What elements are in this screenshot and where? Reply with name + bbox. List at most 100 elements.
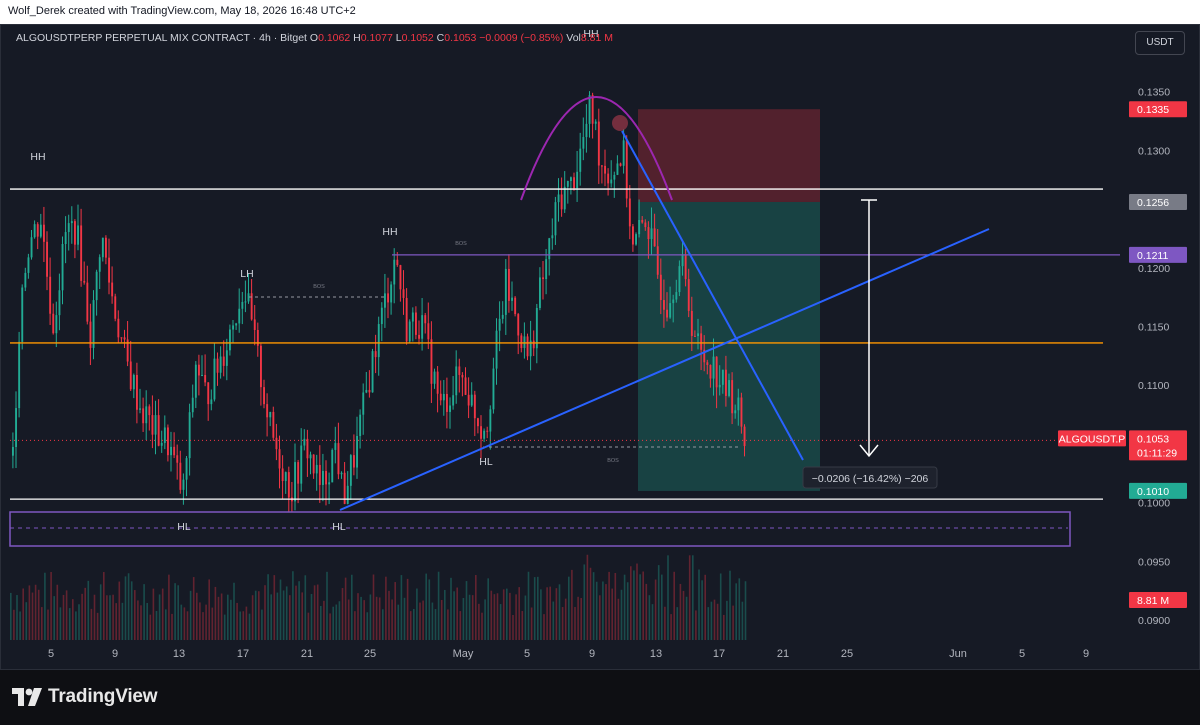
volume-bar: [103, 572, 105, 640]
candle-body: [244, 301, 247, 303]
candle-body: [523, 336, 526, 349]
volume-bar: [205, 604, 207, 640]
candle-body: [148, 406, 151, 416]
volume-bar: [233, 582, 235, 640]
candle-body: [514, 297, 517, 315]
volume-bar: [546, 587, 548, 640]
top-arc: [520, 96, 673, 201]
candle-body: [393, 259, 396, 285]
volume-bar: [56, 584, 59, 640]
time-tick-label: 25: [364, 648, 376, 660]
candle-body: [353, 455, 355, 468]
candle-body: [374, 351, 377, 358]
volume-bar: [521, 611, 524, 640]
time-tick-label: 13: [650, 648, 662, 660]
candle-body: [539, 277, 541, 308]
volume-bar: [422, 600, 424, 640]
chart-pane[interactable]: [0, 24, 1200, 670]
legend-close-value: 0.1053: [444, 32, 477, 44]
volume-bar: [670, 614, 672, 640]
volume-bar: [357, 593, 359, 640]
candle-body: [678, 266, 681, 293]
volume-bar: [608, 571, 610, 640]
price-tick-label: 0.1300: [1138, 145, 1170, 157]
volume-bar: [68, 608, 71, 640]
volume-bar: [310, 593, 313, 640]
measure-label: −0.0206 (−16.42%) −206: [812, 473, 929, 485]
volume-bar: [394, 582, 396, 640]
legend-symbol: ALGOUSDTPERP PERPETUAL MIX CONTRACT · 4h…: [16, 32, 307, 44]
volume-bar: [391, 599, 393, 640]
candle-body: [120, 337, 123, 339]
structure-label: HL: [332, 521, 346, 533]
volume-bar: [245, 606, 248, 640]
volume-bar: [661, 574, 663, 640]
time-tick-label: 21: [301, 648, 313, 660]
volume-bar: [462, 598, 465, 640]
time-tick-label: 25: [841, 648, 853, 660]
candle-body: [501, 314, 504, 319]
volume-bar: [118, 581, 121, 640]
candle-body: [136, 374, 138, 410]
candle-body: [49, 276, 52, 314]
volume-bar: [53, 596, 55, 640]
candle-body: [238, 308, 241, 324]
candle-body: [622, 140, 625, 166]
volume-bar: [552, 601, 555, 640]
volume-bar: [487, 578, 489, 640]
volume-bar: [524, 595, 527, 640]
candle-body: [461, 374, 464, 378]
candle-body: [191, 397, 194, 413]
currency-button[interactable]: USDT: [1135, 31, 1185, 55]
volume-bar: [25, 602, 28, 640]
candle-body: [182, 479, 185, 490]
candle-body: [139, 408, 141, 410]
price-chart[interactable]: 0.1350 0.1300 0.1200 0.1150 0.1100 0.1000 0.09…: [0, 24, 1200, 670]
measure-label-box: [802, 466, 938, 489]
volume-bar: [496, 593, 499, 640]
candle-body: [15, 408, 17, 447]
tradingview-logo-text: TradingView: [48, 686, 158, 707]
candle-body: [532, 340, 535, 349]
volume-bar: [254, 590, 257, 640]
volume-bar: [440, 599, 443, 640]
volume-bar: [279, 579, 282, 640]
volume-bar: [512, 614, 514, 640]
candle-body: [377, 324, 380, 358]
candle-body: [526, 336, 529, 357]
volume-bar: [698, 569, 700, 640]
tradingview-logo: TradingView: [12, 686, 158, 708]
candle-body: [294, 462, 296, 502]
candle-body: [656, 246, 659, 275]
candle-body: [61, 243, 64, 291]
volume-bar: [577, 596, 579, 640]
volume-bar: [617, 598, 620, 640]
structure-label: HL: [479, 456, 493, 468]
volume-bar: [121, 602, 124, 640]
candle-body: [250, 293, 253, 320]
candle-body: [554, 202, 557, 236]
volume-bar: [530, 607, 533, 640]
volume-bar: [189, 590, 192, 640]
volume-bar: [127, 573, 130, 640]
candle-body: [12, 446, 14, 456]
candle-body: [607, 173, 610, 184]
volume-bar: [701, 580, 703, 640]
candle-body: [145, 406, 148, 424]
candle-body: [275, 437, 278, 450]
candle-body: [687, 279, 690, 311]
volume-bar: [335, 604, 338, 640]
volume-bar: [704, 574, 706, 640]
volume-bar: [682, 590, 685, 640]
volume-bar: [161, 588, 164, 640]
symbol-legend: ALGOUSDTPERP PERPETUAL MIX CONTRACT · 4h…: [16, 32, 613, 44]
candle-body: [201, 374, 203, 376]
header-credit: Wolf_Derek created with TradingView.com,…: [8, 5, 356, 17]
volume-bar: [192, 577, 195, 640]
volume-bar: [738, 578, 741, 640]
candle-body: [21, 287, 24, 342]
candle-body: [439, 393, 442, 401]
candle-body: [256, 329, 259, 346]
volume-bar: [369, 594, 372, 640]
candle-body: [108, 257, 110, 283]
